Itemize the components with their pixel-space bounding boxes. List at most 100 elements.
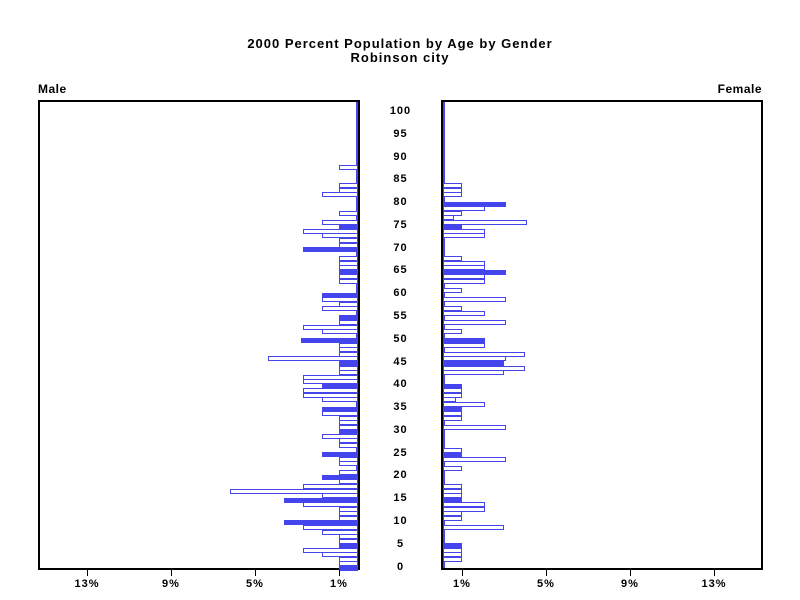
male-bar-age-38: [303, 393, 358, 398]
male-bar-age-53: [303, 325, 358, 330]
male-axis-tick-13pct-tickmark: [87, 570, 88, 576]
female-bar-age-15: [443, 498, 462, 503]
female-bar-age-74: [443, 229, 485, 234]
female-bar-age-59: [443, 297, 506, 302]
male-bar-age-68: [339, 256, 358, 261]
male-bar-age-8: [322, 530, 358, 535]
male-bar-age-47: [339, 352, 358, 357]
female-bar-age-38: [443, 393, 462, 398]
male-bar-age-55: [339, 315, 358, 320]
male-bar-age-15: [284, 498, 358, 503]
male-bar-age-49: [339, 343, 358, 348]
female-bar-age-84: [443, 183, 462, 188]
female-bar-age-45: [443, 361, 504, 366]
female-bar-age-56: [443, 311, 485, 316]
female-bar-age-18: [443, 484, 462, 489]
female-bar-age-17: [443, 489, 462, 494]
male-bar-age-46: [268, 356, 358, 361]
age-tick-label-0: 0: [396, 561, 405, 573]
male-bar-age-83: [339, 188, 358, 193]
male-bar-age-35: [322, 407, 358, 412]
male-bar-age-84: [339, 183, 358, 188]
male-bar-age-50: [301, 338, 358, 343]
male-bar-age-11: [339, 516, 358, 521]
female-bar-age-47: [443, 352, 525, 357]
male-bar-age-72: [339, 238, 358, 243]
age-tick-label-20: 20: [393, 469, 408, 481]
age-tick-label-100: 100: [389, 105, 412, 117]
chart-subtitle: Robinson city: [350, 50, 450, 65]
age-tick-label-5: 5: [396, 538, 405, 550]
male-bar-age-4: [303, 548, 358, 553]
age-tick-label-80: 80: [393, 196, 408, 208]
male-bar-age-76: [322, 220, 358, 225]
male-axis-tick-5pct-tickmark: [255, 570, 256, 576]
female-bar-age-76: [443, 220, 527, 225]
male-bar-age-45: [339, 361, 358, 366]
female-bar-age-13: [443, 507, 485, 512]
male-bar-age-33: [339, 416, 358, 421]
male-bar-age-9: [303, 525, 358, 530]
age-tick-label-35: 35: [393, 401, 408, 413]
female-bar-age-40: [443, 384, 462, 389]
age-tick-label-45: 45: [393, 356, 408, 368]
female-bar-age-61: [443, 288, 462, 293]
male-axis-tick-1pct-tickmark: [339, 570, 340, 576]
male-bar-age-0: [339, 566, 358, 571]
female-bar-age-65: [443, 270, 506, 275]
male-bar-age-65: [339, 270, 358, 275]
male-bar-age-60: [322, 293, 358, 298]
male-bar-age-2: [339, 557, 358, 562]
male-bar-age-88: [339, 165, 358, 170]
female-bar-age-80: [443, 202, 506, 207]
female-bar-age-24: [443, 457, 506, 462]
male-axis-tick-9pct-label: 9%: [162, 578, 180, 590]
age-tick-label-95: 95: [393, 128, 408, 140]
male-bar-age-70: [303, 247, 358, 252]
male-bar-age-44: [339, 366, 358, 371]
male-bar-age-29: [322, 434, 358, 439]
female-bar-age-35: [443, 407, 462, 412]
male-axis-tick-1pct-label: 1%: [330, 578, 348, 590]
female-zero-axis-line: [443, 102, 445, 568]
age-tick-label-65: 65: [393, 264, 408, 276]
female-bar-age-33: [443, 416, 462, 421]
female-bar-age-14: [443, 502, 485, 507]
male-bar-age-71: [339, 243, 358, 248]
male-bar-age-18: [303, 484, 358, 489]
age-tick-label-30: 30: [393, 424, 408, 436]
age-tick-label-70: 70: [393, 242, 408, 254]
female-bar-age-2: [443, 557, 462, 562]
male-bar-age-6: [339, 539, 358, 544]
female-axis-tick-9pct-label: 9%: [621, 578, 639, 590]
female-bar-age-44: [443, 366, 525, 371]
male-bar-age-63: [339, 279, 358, 284]
age-tick-label-55: 55: [393, 310, 408, 322]
female-axis-tick-1pct-tickmark: [462, 570, 463, 576]
age-tick-label-40: 40: [393, 378, 408, 390]
male-bar-age-17: [230, 489, 358, 494]
age-tick-label-25: 25: [393, 447, 408, 459]
female-bar-age-11: [443, 516, 462, 521]
male-bar-age-25: [322, 452, 358, 457]
male-bar-age-10: [284, 520, 358, 525]
female-bar-age-83: [443, 188, 462, 193]
age-tick-label-90: 90: [393, 151, 408, 163]
female-bar-age-31: [443, 425, 506, 430]
female-bar-age-52: [443, 329, 462, 334]
male-axis-tick-13pct-label: 13%: [74, 578, 100, 590]
female-axis-tick-13pct-tickmark: [714, 570, 715, 576]
female-bar-age-68: [443, 256, 462, 261]
female-plot-box: [441, 100, 763, 570]
male-plot-box: [38, 100, 360, 571]
male-bar-age-24: [339, 457, 358, 462]
female-bar-age-22: [443, 466, 462, 471]
male-bar-age-13: [339, 507, 358, 512]
chart-title: 2000 Percent Population by Age by Gender: [247, 36, 553, 51]
female-bar-age-67: [443, 261, 485, 266]
female-bar-age-50: [443, 338, 485, 343]
female-bar-age-49: [443, 343, 485, 348]
male-bar-age-54: [339, 320, 358, 325]
female-bar-age-26: [443, 448, 462, 453]
